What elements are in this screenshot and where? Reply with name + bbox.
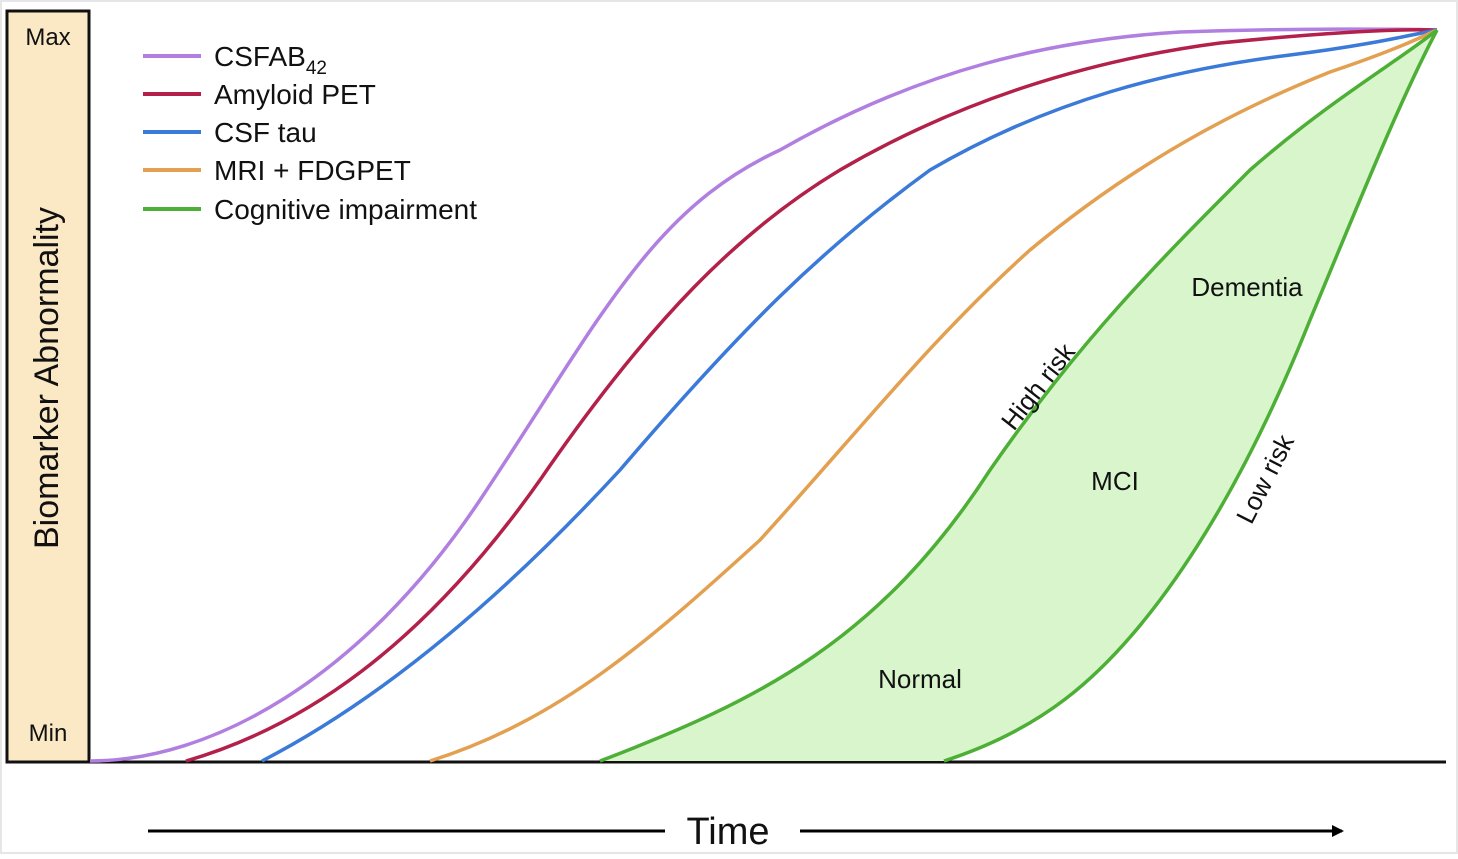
curves-group <box>89 27 1439 763</box>
mri-fdgpet-curve <box>429 28 1438 763</box>
region-label-mci: MCI <box>1091 466 1139 496</box>
csf-tau-curve <box>261 28 1438 763</box>
region-label-normal: Normal <box>878 664 962 694</box>
y-max-label: Max <box>25 24 70 51</box>
csfab42-curve <box>89 27 1438 763</box>
legend-item-csfab42: CSFAB42 <box>143 41 327 79</box>
legend-item-amyloid-pet: Amyloid PET <box>143 79 376 110</box>
x-axis-title: Time <box>686 811 769 853</box>
y-axis-panel <box>5 9 91 764</box>
cognitive-high-risk-curve <box>599 28 1439 763</box>
legend-label: Cognitive impairment <box>214 194 477 225</box>
legend-label: Amyloid PET <box>214 79 376 110</box>
legend-label: CSFAB42 <box>214 41 327 79</box>
amyloid-pet-curve <box>185 28 1438 763</box>
cognitive-low-risk-curve <box>943 29 1439 763</box>
legend-item-cognitive-impairment: Cognitive impairment <box>143 194 477 225</box>
legend-label: CSF tau <box>214 117 317 148</box>
legend-item-csf-tau: CSF tau <box>143 117 317 148</box>
y-axis-title: Biomarker Abnormality <box>28 207 66 549</box>
legend-item-mri-fdgpet: MRI + FDGPET <box>143 155 411 186</box>
y-min-label: Min <box>29 720 68 747</box>
legend-subscript: 42 <box>306 58 327 79</box>
cognitive-range-shading <box>600 30 1437 761</box>
legend-label: MRI + FDGPET <box>214 155 411 186</box>
legend: CSFAB42 Amyloid PET CSF tau MRI + FDGPET… <box>143 41 477 225</box>
region-label-dementia: Dementia <box>1191 272 1303 302</box>
